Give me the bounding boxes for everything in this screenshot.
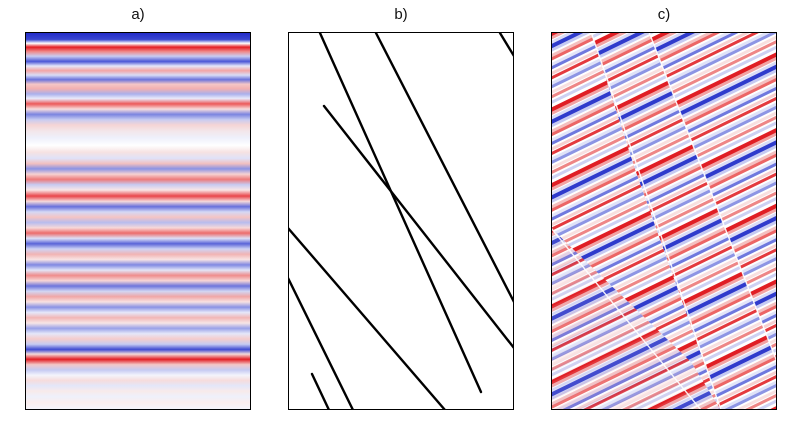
panel-c-label: c) (657, 6, 671, 23)
panel-c-seismic-section (551, 32, 777, 410)
panel-b-fault-map (288, 32, 514, 410)
panel-a-seismic-section (25, 32, 251, 410)
panel-a-label: a) (131, 6, 145, 23)
panel-b-label: b) (394, 6, 408, 23)
